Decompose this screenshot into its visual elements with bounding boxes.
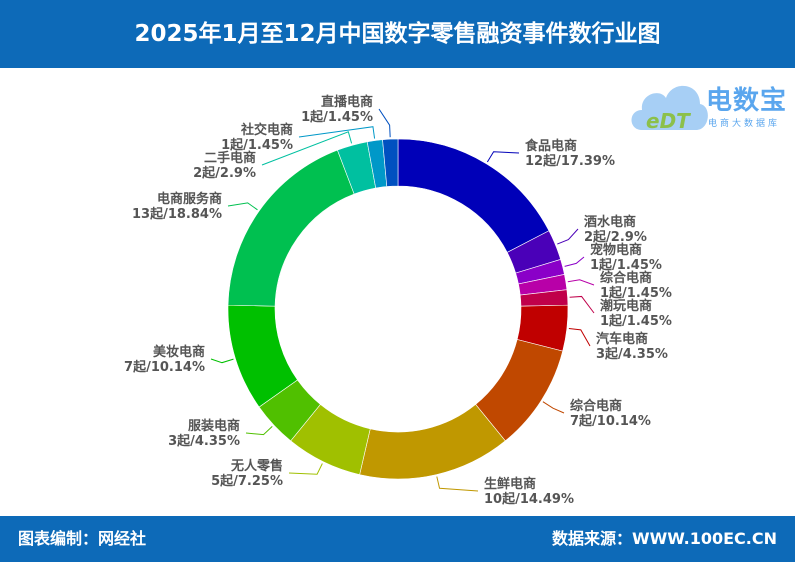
data-label: 13起/18.84% [132,206,222,222]
data-label: 3起/4.35% [596,346,668,362]
data-label: 2起/2.9% [193,165,256,181]
category-label: 服装电商 [188,418,240,434]
category-label: 汽车电商 [596,331,648,347]
data-label: 1起/1.45% [301,109,373,125]
leader-line [245,426,273,436]
leader-line [542,401,565,414]
data-label: 3起/4.35% [168,433,240,449]
chart-title: 2025年1月至12月中国数字零售融资事件数行业图 [0,0,795,68]
footer: 图表编制：网经社 数据来源：WWW.100EC.CN [0,516,795,562]
data-label: 1起/1.45% [600,285,672,301]
footer-credit: 图表编制：网经社 [18,529,147,548]
category-label: 潮玩电商 [600,298,652,314]
category-label: 二手电商 [204,150,256,166]
leader-line [568,328,591,347]
leader-line [298,126,376,139]
leader-line [261,131,353,166]
data-label: 7起/10.14% [570,413,651,429]
logo-name: 电数宝 [706,86,788,116]
data-label: 1起/1.45% [221,137,293,153]
leader-line [227,202,258,211]
data-label: 5起/7.25% [211,473,283,489]
leader-line [436,476,479,492]
leader-line [210,358,234,364]
logo-subtitle: 电商大数据库 [708,119,781,129]
leader-line [486,151,520,163]
leader-line [567,279,595,286]
data-label: 1起/1.45% [600,313,672,329]
data-label: 10起/14.49% [484,491,574,507]
category-label: 美妆电商 [153,344,205,360]
category-label: 无人零售 [230,458,283,474]
category-label: 生鲜电商 [484,476,536,492]
category-label: 食品电商 [525,138,577,154]
category-label: 酒水电商 [584,214,636,230]
category-label: 综合电商 [570,398,622,414]
leader-line [564,256,585,267]
logo: eDT 电数宝 电商大数据库 [628,74,793,136]
category-label: 直播电商 [321,94,373,110]
slice-7 [359,403,506,480]
leader-line [288,463,323,475]
leader-line [569,295,595,314]
svg-text:eDT: eDT [646,109,691,133]
category-label: 社交电商 [240,122,293,138]
data-label: 1起/1.45% [590,257,662,273]
cloud-logo-icon: eDT [631,85,708,133]
data-label: 12起/17.39% [525,153,615,169]
leader-line [378,108,391,138]
category-label: 综合电商 [600,270,652,286]
footer-source: 数据来源：WWW.100EC.CN [551,529,777,548]
slice-14 [382,138,399,187]
data-label: 2起/2.9% [584,229,647,245]
leader-line [557,228,579,245]
data-label: 7起/10.14% [124,359,205,375]
category-label: 电商服务商 [157,191,222,207]
category-label: 宠物电商 [590,242,642,258]
